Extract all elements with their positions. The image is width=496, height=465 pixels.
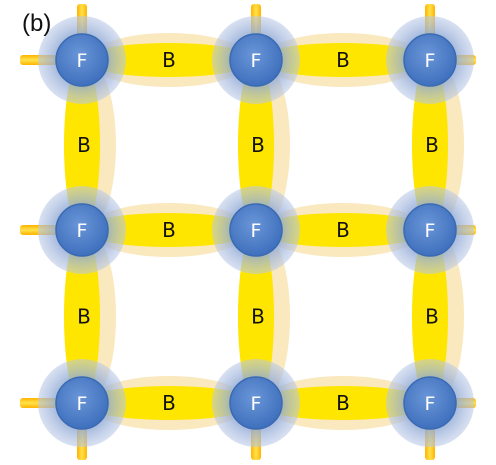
node-0-0 [55,33,109,87]
node-label: F [425,220,436,242]
bond-label: B [336,391,350,415]
node-1-2 [403,203,457,257]
panel-label: (b) [22,10,51,37]
node-label: F [425,50,436,72]
node-label: F [251,393,262,415]
bond-label: B [425,133,439,157]
node-1-1 [229,203,283,257]
node-label: F [77,220,88,242]
node-0-1 [229,33,283,87]
node-2-0 [55,376,109,430]
node-1-0 [55,203,109,257]
node-layer: F F F F F F F F F [38,16,474,447]
node-2-2 [403,376,457,430]
bond-label: B [251,133,265,157]
node-label: F [251,50,262,72]
node-label: F [251,220,262,242]
node-label: F [77,50,88,72]
node-0-2 [403,33,457,87]
bond-label: B [162,48,176,72]
bond-label: B [77,133,91,157]
bond-label: B [336,218,350,242]
bond-label: B [336,48,350,72]
bond-label: B [425,305,439,329]
bond-label: B [77,305,91,329]
node-2-1 [229,376,283,430]
bond-label: B [162,218,176,242]
node-label: F [425,393,436,415]
bond-label: B [162,391,176,415]
node-label: F [77,393,88,415]
bond-label: B [251,305,265,329]
